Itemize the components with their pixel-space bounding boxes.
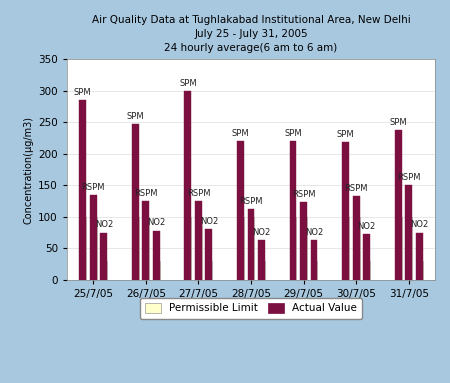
Bar (142, 201, 149, 280)
Bar (206, 229, 212, 280)
Bar (79, 100, 86, 280)
Text: NO2: NO2 (94, 220, 113, 229)
Bar (405, 185, 412, 280)
Bar (290, 141, 297, 280)
Legend: Permissible Limit, Actual Value: Permissible Limit, Actual Value (140, 298, 362, 319)
Text: RSPM: RSPM (81, 183, 105, 192)
Bar (248, 209, 254, 280)
Text: NO2: NO2 (357, 222, 376, 231)
Bar (206, 261, 212, 280)
Bar (416, 261, 423, 280)
Bar (395, 130, 401, 280)
Bar (90, 217, 97, 280)
Text: RSPM: RSPM (134, 189, 158, 198)
Text: NO2: NO2 (147, 218, 166, 228)
Bar (195, 201, 202, 280)
Bar (363, 234, 370, 280)
Bar (100, 261, 107, 280)
Bar (132, 124, 139, 280)
Bar (237, 217, 244, 280)
Text: SPM: SPM (179, 79, 197, 88)
Text: SPM: SPM (389, 118, 407, 127)
Bar (248, 217, 254, 280)
Bar (342, 217, 349, 280)
Bar (142, 217, 149, 280)
Text: RSPM: RSPM (344, 184, 368, 193)
Bar (290, 217, 297, 280)
Bar (353, 196, 360, 280)
Text: SPM: SPM (232, 129, 249, 138)
Text: RSPM: RSPM (187, 189, 210, 198)
Text: SPM: SPM (126, 112, 144, 121)
Text: RSPM: RSPM (397, 173, 420, 182)
Text: NO2: NO2 (252, 228, 270, 237)
Bar (90, 195, 97, 280)
Bar (153, 261, 160, 280)
Bar (79, 217, 86, 280)
Bar (153, 231, 160, 280)
Text: SPM: SPM (337, 130, 355, 139)
Bar (310, 261, 318, 280)
Bar (353, 217, 360, 280)
Bar (184, 91, 191, 280)
Bar (300, 202, 307, 280)
Title: Air Quality Data at Tughlakabad Institutional Area, New Delhi
July 25 - July 31,: Air Quality Data at Tughlakabad Institut… (92, 15, 410, 53)
Bar (310, 240, 318, 280)
Bar (132, 217, 139, 280)
Text: SPM: SPM (74, 88, 91, 97)
Text: RSPM: RSPM (292, 190, 315, 199)
Bar (195, 217, 202, 280)
Bar (258, 261, 265, 280)
Bar (237, 141, 244, 280)
Bar (416, 232, 423, 280)
Text: NO2: NO2 (305, 228, 323, 237)
Text: SPM: SPM (284, 129, 302, 138)
Bar (300, 217, 307, 280)
Text: NO2: NO2 (410, 220, 428, 229)
Bar (405, 217, 412, 280)
Bar (184, 217, 191, 280)
Text: NO2: NO2 (200, 217, 218, 226)
Y-axis label: Concentration(μg/m3): Concentration(μg/m3) (24, 116, 34, 224)
Bar (363, 261, 370, 280)
Bar (100, 232, 107, 280)
Bar (395, 217, 401, 280)
Bar (342, 142, 349, 280)
Bar (258, 240, 265, 280)
Text: RSPM: RSPM (239, 197, 263, 206)
